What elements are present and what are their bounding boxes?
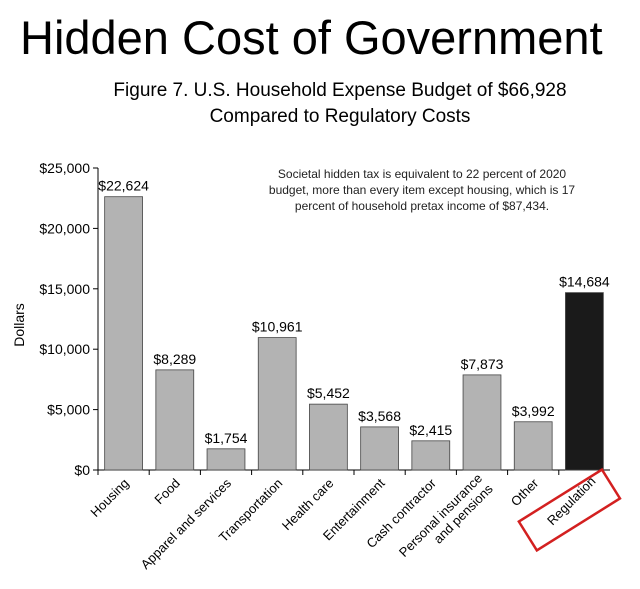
annotation-note: Societal hidden tax is equivalent to 22 … (268, 167, 576, 213)
y-tick-label: $25,000 (39, 160, 90, 176)
bar-apparel-and-services (206, 448, 246, 471)
data-label: $1,754 (205, 430, 248, 446)
data-label: $3,992 (512, 403, 555, 419)
y-tick-label: $20,000 (39, 220, 90, 236)
bar-transportation (257, 337, 297, 471)
bar-entertainment (360, 426, 399, 471)
x-tick-label: Food (151, 476, 183, 508)
data-labels: $22,624 $8,289 $1,754 $10,961 $5,452 $3,568 $2… (98, 178, 610, 446)
y-tick-label: $0 (74, 462, 90, 478)
y-tick-label: $15,000 (39, 281, 90, 297)
y-tick-label: $10,000 (39, 341, 90, 357)
bar-personal-insurance (462, 374, 502, 471)
data-label: $22,624 (98, 178, 149, 194)
x-tick-label: Housing (87, 476, 131, 520)
y-ticks: $0 $5,000 $10,000 $15,000 $20,000 $25,000 (39, 160, 98, 478)
bar-regulation (565, 292, 604, 471)
x-tick-label: Personal insuranceand pensions (396, 470, 496, 570)
bar-cash-contractor (411, 440, 451, 471)
x-tick-label: Other (508, 475, 542, 509)
bar-food (155, 369, 195, 471)
data-label: $10,961 (252, 319, 303, 335)
data-label: $8,289 (153, 351, 196, 367)
figure-title: Figure 7. U.S. Household Expense Budget … (0, 78, 640, 130)
bar-other (513, 421, 553, 471)
figure-title-line-1: Figure 7. U.S. Household Expense Budget … (113, 80, 567, 101)
data-label: $2,415 (409, 422, 452, 438)
headline: Hidden Cost of Government (20, 11, 603, 64)
data-label: $7,873 (461, 356, 504, 372)
x-tick-label: Apparel and services (138, 475, 235, 572)
figure-title-line-2: Compared to Regulatory Costs (209, 106, 471, 127)
regulation-highlight-box (517, 467, 622, 553)
data-label: $3,568 (358, 408, 401, 424)
data-label: $14,684 (559, 274, 610, 290)
bars (97, 196, 604, 475)
y-axis-title: Dollars (11, 303, 27, 347)
bar-health-care (309, 403, 348, 471)
bar-housing (104, 196, 143, 471)
data-label: $5,452 (307, 385, 350, 401)
y-tick-label: $5,000 (47, 402, 90, 418)
